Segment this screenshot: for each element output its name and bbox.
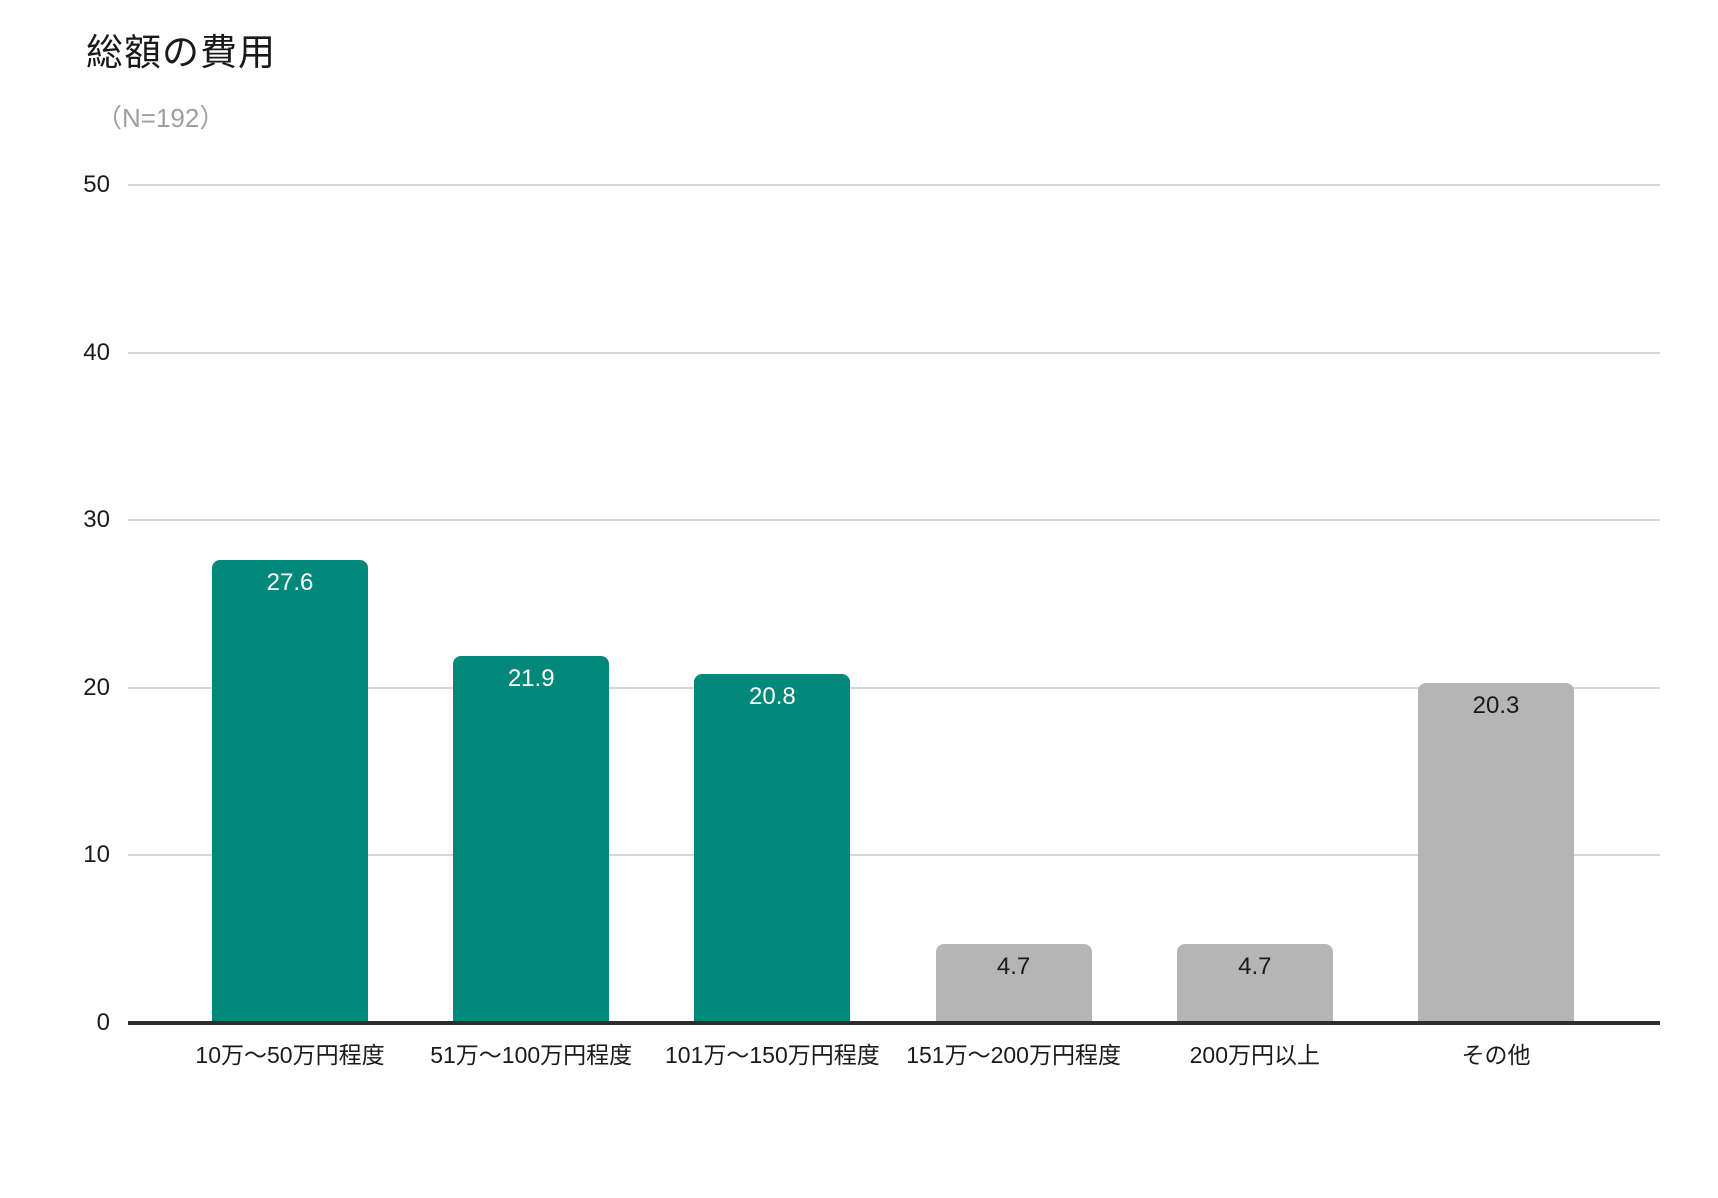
bar: 20.3: [1418, 682, 1574, 1023]
chart-title: 総額の費用: [86, 32, 276, 73]
bar: 21.9: [453, 655, 610, 1023]
gridline: [128, 686, 1660, 689]
x-axis-category-label: 51万〜100万円程度: [430, 1042, 633, 1068]
y-axis-tick-label: 20: [83, 673, 110, 701]
y-axis-tick-label: 0: [96, 1009, 110, 1036]
bar: 4.7: [1176, 944, 1333, 1023]
sample-size-label: （N=192）: [96, 103, 226, 133]
bar-value-label: 20.8: [749, 683, 796, 711]
bar: 27.6: [212, 560, 368, 1023]
x-axis-line: [128, 1021, 1660, 1025]
y-axis-tick-label: 40: [83, 338, 110, 366]
x-axis-category-label: 101万〜150万円程度: [665, 1042, 880, 1068]
x-axis-category-label: その他: [1461, 1042, 1531, 1068]
gridline: [128, 519, 1660, 522]
x-axis-category-label: 200万円以上: [1189, 1042, 1320, 1068]
bar-value-label: 4.7: [1238, 953, 1272, 981]
plot-area: 0 10 20 30 40 50 27.6 10万〜50万円程度 21.9 51万〜100万円程度…: [83, 172, 1660, 1068]
bar-value-label: 27.6: [266, 569, 314, 597]
gridline: [128, 854, 1660, 857]
x-axis-category-label: 151万〜200万円程度: [906, 1042, 1121, 1068]
gridline: [128, 184, 1660, 186]
gridline: [128, 351, 1660, 354]
bar-value-label: 20.3: [1472, 691, 1520, 719]
y-axis-tick-label: 30: [83, 506, 110, 534]
x-axis-category-label: 10万〜50万円程度: [195, 1042, 385, 1068]
bar: 4.7: [935, 944, 1092, 1023]
bar: 20.8: [694, 674, 851, 1023]
bar-value-label: 4.7: [996, 953, 1031, 981]
y-axis-tick-label: 50: [83, 171, 110, 198]
y-axis-tick-label: 10: [83, 841, 110, 869]
bar-value-label: 21.9: [507, 664, 555, 692]
